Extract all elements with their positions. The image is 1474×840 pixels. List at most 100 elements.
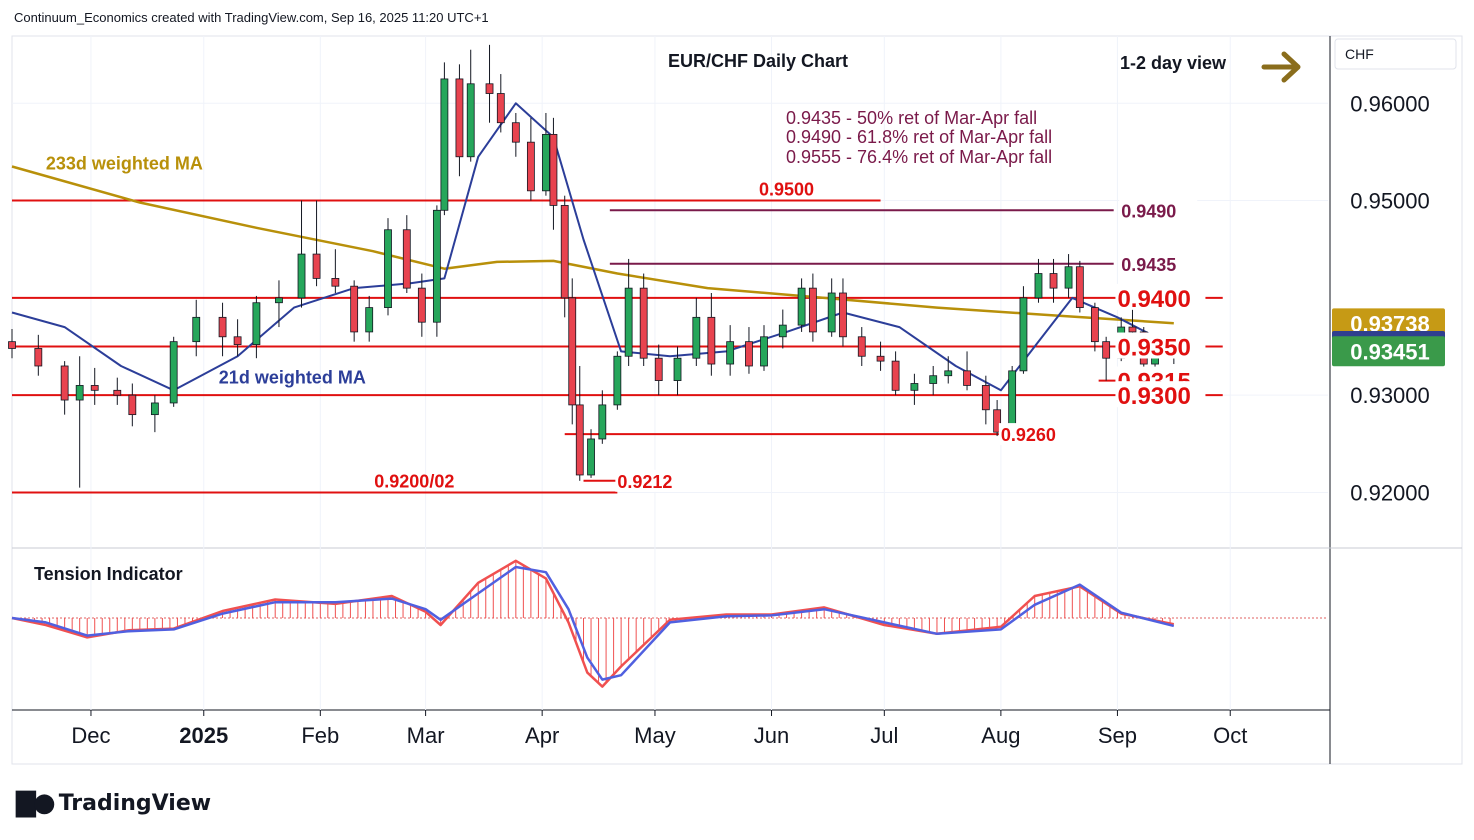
candle-up xyxy=(297,253,306,299)
candle-up xyxy=(587,438,595,476)
chart-frame xyxy=(11,35,1463,765)
level-label-bg xyxy=(998,423,1077,446)
view-label: 1-2 day view xyxy=(1120,53,1227,73)
candle-up xyxy=(692,316,701,359)
candle-down xyxy=(417,287,426,323)
candle-up xyxy=(929,375,938,384)
time-tick-label: Jun xyxy=(754,723,789,748)
candle-up xyxy=(275,297,283,304)
candle-down xyxy=(1090,307,1099,343)
time-tick-label: 2025 xyxy=(179,723,228,748)
chart-title: EUR/CHF Daily Chart xyxy=(668,51,848,71)
candle-down xyxy=(981,385,990,411)
arrow-right-icon xyxy=(1261,51,1301,83)
fib-note: 0.9490 - 61.8% ret of Mar-Apr fall xyxy=(786,127,1052,147)
level-labels: 0.95000.94900.94350.94000.93500.93150.93… xyxy=(374,180,1206,492)
candle-down xyxy=(1049,273,1058,289)
candle-down xyxy=(707,316,716,365)
level-label: 0.9400 xyxy=(1117,286,1190,313)
candle-down xyxy=(560,205,569,299)
level-label: 0.9435 xyxy=(1121,255,1176,275)
candle-up xyxy=(384,229,392,308)
candle-down xyxy=(60,365,69,401)
candle-up xyxy=(1064,266,1073,289)
candle-down xyxy=(568,297,577,406)
candle-down xyxy=(993,409,1002,433)
candle-up xyxy=(1034,273,1043,299)
candle-up xyxy=(466,83,475,158)
candle-up xyxy=(169,341,178,404)
tension-indicator xyxy=(11,559,1328,688)
candle-down xyxy=(233,336,242,345)
candle-up xyxy=(673,357,682,381)
candle-up xyxy=(192,316,201,343)
price-tick-label: 0.96000 xyxy=(1350,91,1430,116)
candle-down xyxy=(485,83,494,94)
price-badge xyxy=(1332,336,1445,367)
level-label: 0.9260 xyxy=(1001,425,1056,445)
currency-label: CHF xyxy=(1345,46,1374,62)
candle-up xyxy=(726,341,735,365)
candle-down xyxy=(511,122,520,143)
candle-down xyxy=(963,370,971,386)
chart-attribution: Continuum_Economics created with Trading… xyxy=(14,10,489,25)
price-axis-ticks: 0.96000 0.95000 0.93000 0.92000 xyxy=(1350,91,1430,505)
price-tick-label: 0.92000 xyxy=(1350,480,1430,505)
tradingview-brand: TradingView xyxy=(58,790,212,816)
candles xyxy=(8,44,1178,488)
candle-down xyxy=(312,253,321,279)
time-tick-label: Feb xyxy=(301,723,339,748)
candle-down xyxy=(402,229,411,289)
price-badge-label: 0.93451 xyxy=(1350,339,1430,364)
candle-down xyxy=(745,341,753,367)
level-label-bg xyxy=(1119,252,1198,275)
tension-title: Tension Indicator xyxy=(34,564,183,584)
time-tick-label: May xyxy=(634,723,676,748)
candle-down xyxy=(331,278,340,287)
time-tick-label: Oct xyxy=(1213,723,1247,748)
candle-down xyxy=(808,287,817,333)
candle-down xyxy=(218,316,227,338)
candle-up xyxy=(1008,370,1017,433)
ma-annotations: 233d weighted MA 21d weighted MA xyxy=(46,153,366,387)
ma-annotation: 21d weighted MA xyxy=(219,367,366,387)
candle-up xyxy=(827,292,836,333)
level-label-bg xyxy=(1115,381,1206,408)
ma-233-line xyxy=(11,165,1174,325)
level-label-bg xyxy=(615,469,694,492)
candle-down xyxy=(1075,266,1084,308)
time-tick-label: Aug xyxy=(981,723,1020,748)
candle-down xyxy=(128,394,137,416)
candle-up xyxy=(760,336,768,367)
candle-up xyxy=(613,355,622,406)
currency-box[interactable] xyxy=(1334,38,1457,70)
price-badge xyxy=(1332,308,1445,339)
tension-slow-line xyxy=(11,565,1175,681)
candle-up xyxy=(75,385,84,401)
ma-annotation: 233d weighted MA xyxy=(46,153,203,173)
time-tick-label: Sep xyxy=(1098,723,1137,748)
candle-down xyxy=(575,404,584,476)
candle-down xyxy=(8,341,16,349)
price-tick-label: 0.95000 xyxy=(1350,189,1430,214)
level-label: 0.9500 xyxy=(759,180,814,200)
candle-down xyxy=(654,357,663,381)
candle-down xyxy=(113,389,122,396)
candle-up xyxy=(150,402,159,416)
candle-up xyxy=(440,78,449,211)
tradingview-logo[interactable]: ▇● TradingView xyxy=(16,788,211,818)
candle-down xyxy=(839,292,847,338)
candle-down xyxy=(455,78,464,158)
level-label: 0.9300 xyxy=(1117,383,1190,410)
candle-up xyxy=(778,324,787,338)
candle-down xyxy=(876,355,885,362)
candle-up xyxy=(542,133,550,192)
level-label-bg xyxy=(1115,332,1206,359)
fib-note: 0.9555 - 76.4% ret of Mar-Apr fall xyxy=(786,147,1052,167)
time-tick-label: Dec xyxy=(71,723,110,748)
time-axis-ticks: Dec 2025 Feb Mar Apr May Jun Jul Aug Sep Oct xyxy=(71,710,1247,748)
level-label-bg xyxy=(1119,199,1198,222)
candle-down xyxy=(891,360,900,391)
